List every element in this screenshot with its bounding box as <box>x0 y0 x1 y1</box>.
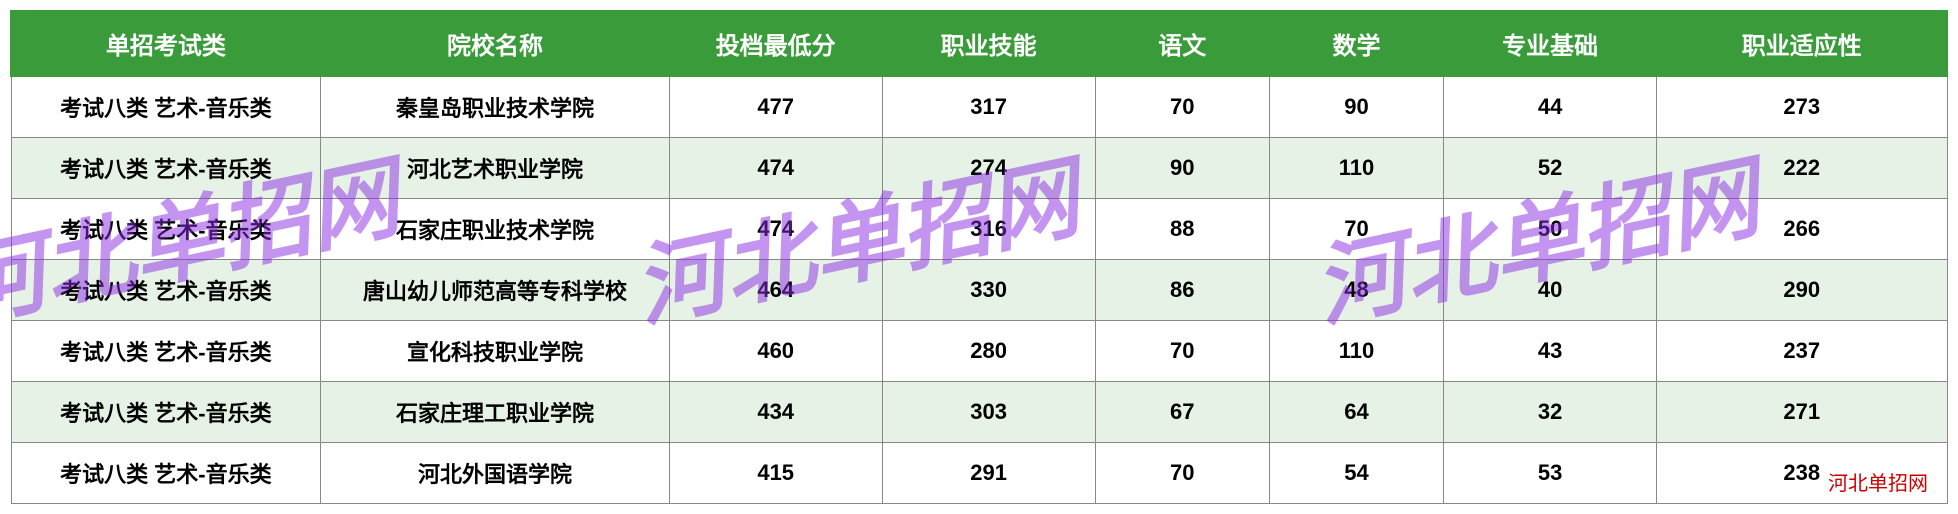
cell-school: 河北艺术职业学院 <box>321 138 669 199</box>
cell-basis: 43 <box>1444 321 1657 382</box>
col-header-vocational-adapt: 职业适应性 <box>1657 11 1947 76</box>
cell-skill: 316 <box>882 199 1095 260</box>
table-row: 考试八类 艺术-音乐类 秦皇岛职业技术学院 477 317 70 90 44 2… <box>11 76 1947 138</box>
cell-math: 54 <box>1269 443 1443 504</box>
cell-math: 70 <box>1269 199 1443 260</box>
cell-exam-type: 考试八类 艺术-音乐类 <box>11 443 321 504</box>
table-row: 考试八类 艺术-音乐类 石家庄职业技术学院 474 316 88 70 50 2… <box>11 199 1947 260</box>
cell-exam-type: 考试八类 艺术-音乐类 <box>11 199 321 260</box>
cell-math: 48 <box>1269 260 1443 321</box>
cell-adapt: 271 <box>1657 382 1947 443</box>
cell-exam-type: 考试八类 艺术-音乐类 <box>11 76 321 138</box>
cell-adapt: 266 <box>1657 199 1947 260</box>
cell-exam-type: 考试八类 艺术-音乐类 <box>11 138 321 199</box>
cell-chinese: 70 <box>1095 443 1269 504</box>
cell-skill: 280 <box>882 321 1095 382</box>
cell-chinese: 67 <box>1095 382 1269 443</box>
cell-math: 64 <box>1269 382 1443 443</box>
score-table: 单招考试类 院校名称 投档最低分 职业技能 语文 数学 专业基础 职业适应性 考… <box>10 10 1948 504</box>
cell-adapt: 273 <box>1657 76 1947 138</box>
cell-adapt: 290 <box>1657 260 1947 321</box>
cell-chinese: 88 <box>1095 199 1269 260</box>
table-row: 考试八类 艺术-音乐类 石家庄理工职业学院 434 303 67 64 32 2… <box>11 382 1947 443</box>
table-header: 单招考试类 院校名称 投档最低分 职业技能 语文 数学 专业基础 职业适应性 <box>11 11 1947 76</box>
cell-min-score: 474 <box>669 138 882 199</box>
table-row: 考试八类 艺术-音乐类 河北外国语学院 415 291 70 54 53 238 <box>11 443 1947 504</box>
cell-basis: 50 <box>1444 199 1657 260</box>
cell-min-score: 415 <box>669 443 882 504</box>
cell-basis: 44 <box>1444 76 1657 138</box>
table-body: 考试八类 艺术-音乐类 秦皇岛职业技术学院 477 317 70 90 44 2… <box>11 76 1947 504</box>
cell-min-score: 474 <box>669 199 882 260</box>
cell-chinese: 90 <box>1095 138 1269 199</box>
col-header-math: 数学 <box>1269 11 1443 76</box>
col-header-exam-type: 单招考试类 <box>11 11 321 76</box>
cell-basis: 40 <box>1444 260 1657 321</box>
cell-school: 石家庄理工职业学院 <box>321 382 669 443</box>
cell-skill: 330 <box>882 260 1095 321</box>
cell-min-score: 464 <box>669 260 882 321</box>
table-row: 考试八类 艺术-音乐类 河北艺术职业学院 474 274 90 110 52 2… <box>11 138 1947 199</box>
col-header-min-score: 投档最低分 <box>669 11 882 76</box>
score-table-container: 单招考试类 院校名称 投档最低分 职业技能 语文 数学 专业基础 职业适应性 考… <box>10 10 1948 504</box>
cell-basis: 52 <box>1444 138 1657 199</box>
col-header-major-basis: 专业基础 <box>1444 11 1657 76</box>
cell-chinese: 70 <box>1095 321 1269 382</box>
cell-adapt: 222 <box>1657 138 1947 199</box>
cell-school: 宣化科技职业学院 <box>321 321 669 382</box>
cell-math: 110 <box>1269 138 1443 199</box>
cell-chinese: 86 <box>1095 260 1269 321</box>
cell-min-score: 460 <box>669 321 882 382</box>
cell-skill: 291 <box>882 443 1095 504</box>
cell-skill: 274 <box>882 138 1095 199</box>
cell-adapt: 237 <box>1657 321 1947 382</box>
cell-exam-type: 考试八类 艺术-音乐类 <box>11 321 321 382</box>
cell-chinese: 70 <box>1095 76 1269 138</box>
cell-skill: 303 <box>882 382 1095 443</box>
table-row: 考试八类 艺术-音乐类 宣化科技职业学院 460 280 70 110 43 2… <box>11 321 1947 382</box>
cell-math: 90 <box>1269 76 1443 138</box>
cell-school: 河北外国语学院 <box>321 443 669 504</box>
cell-exam-type: 考试八类 艺术-音乐类 <box>11 382 321 443</box>
col-header-school-name: 院校名称 <box>321 11 669 76</box>
attribution-text: 河北单招网 <box>1828 467 1928 496</box>
cell-min-score: 477 <box>669 76 882 138</box>
cell-math: 110 <box>1269 321 1443 382</box>
cell-school: 唐山幼儿师范高等专科学校 <box>321 260 669 321</box>
cell-skill: 317 <box>882 76 1095 138</box>
cell-basis: 32 <box>1444 382 1657 443</box>
cell-exam-type: 考试八类 艺术-音乐类 <box>11 260 321 321</box>
cell-school: 秦皇岛职业技术学院 <box>321 76 669 138</box>
cell-basis: 53 <box>1444 443 1657 504</box>
col-header-vocational-skill: 职业技能 <box>882 11 1095 76</box>
table-row: 考试八类 艺术-音乐类 唐山幼儿师范高等专科学校 464 330 86 48 4… <box>11 260 1947 321</box>
cell-min-score: 434 <box>669 382 882 443</box>
cell-school: 石家庄职业技术学院 <box>321 199 669 260</box>
header-row: 单招考试类 院校名称 投档最低分 职业技能 语文 数学 专业基础 职业适应性 <box>11 11 1947 76</box>
col-header-chinese: 语文 <box>1095 11 1269 76</box>
